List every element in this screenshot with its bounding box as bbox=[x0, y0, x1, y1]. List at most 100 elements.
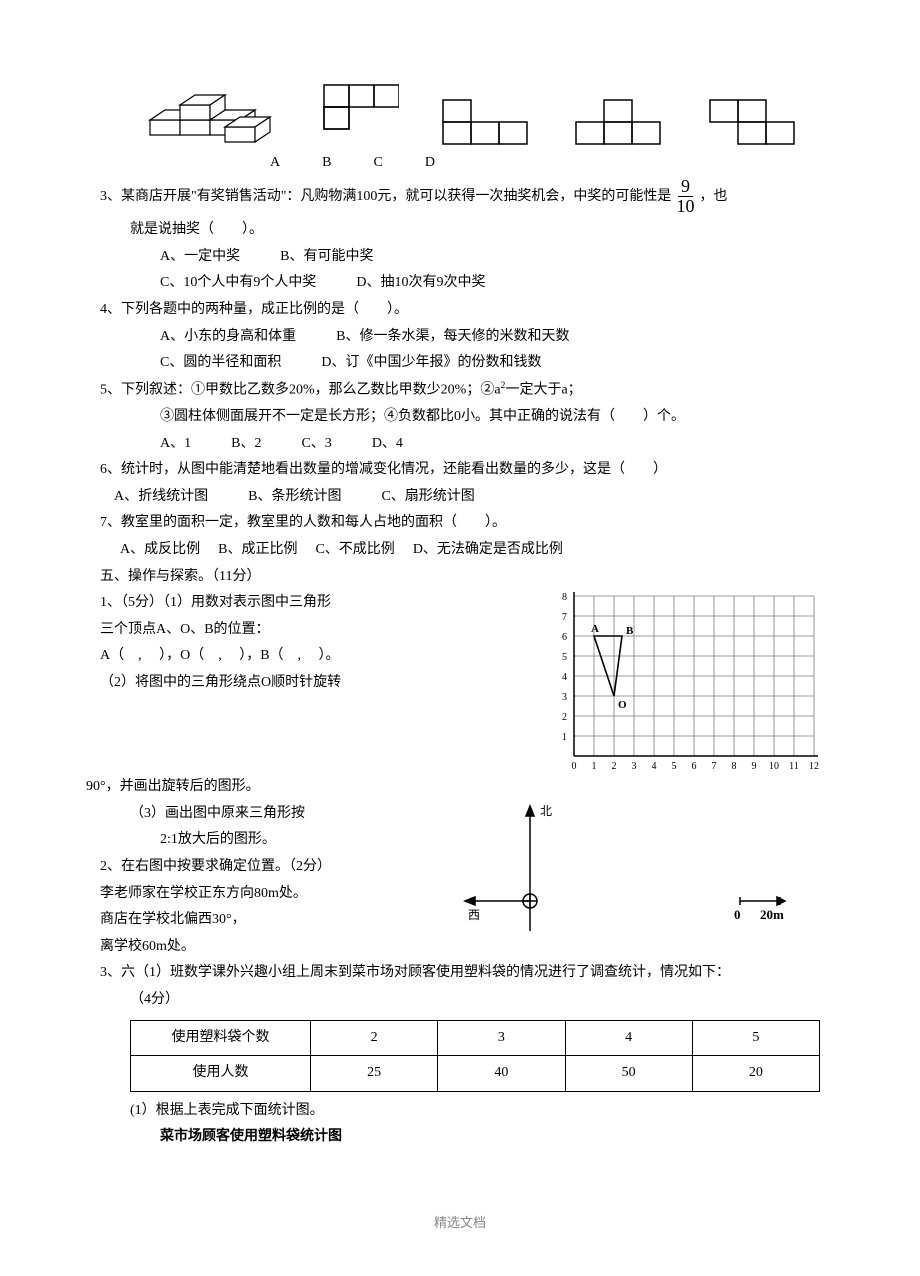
q5-optC: C、3 bbox=[301, 431, 331, 458]
s5q1-l1: 1、（5分）（1）用数对表示图中三角形 bbox=[100, 590, 530, 617]
q6-opts: A、折线统计图 B、条形统计图 C、扇形统计图 bbox=[100, 484, 820, 511]
q7-optB: B、成正比例 bbox=[218, 537, 297, 564]
th-people: 使用人数 bbox=[131, 1056, 311, 1092]
plastic-bag-table: 使用塑料袋个数 2 3 4 5 使用人数 25 40 50 20 bbox=[130, 1020, 820, 1092]
s5q2-l3: 商店在学校北偏西30°， bbox=[100, 907, 460, 934]
svg-text:A: A bbox=[591, 623, 599, 635]
svg-text:8: 8 bbox=[562, 592, 567, 603]
label-d: D bbox=[425, 150, 435, 177]
q6-optB: B、条形统计图 bbox=[248, 484, 341, 511]
svg-text:5: 5 bbox=[562, 652, 567, 663]
q4-optC: C、圆的半径和面积 bbox=[160, 350, 281, 377]
frac-num: 9 bbox=[678, 177, 693, 198]
q3-optC: C、10个人中有9个人中奖 bbox=[160, 270, 316, 297]
cell: 50 bbox=[565, 1056, 692, 1092]
cell: 25 bbox=[311, 1056, 438, 1092]
compass-n-label: 北 bbox=[540, 804, 552, 818]
s5q3-stem: 3、六（1）班数学课外兴趣小组上周末到菜市场对顾客使用塑料袋的情况进行了调查统计… bbox=[100, 960, 820, 987]
svg-text:O: O bbox=[618, 699, 627, 711]
s5q1-l2: 三个顶点A、O、B的位置： bbox=[100, 617, 530, 644]
svg-text:8: 8 bbox=[732, 761, 737, 772]
q3-text-a: 3、某商店开展"有奖销售活动"：凡购物满100元，就可以获得一次抽奖机会，中奖的… bbox=[100, 184, 671, 211]
cell: 40 bbox=[438, 1056, 565, 1092]
cell: 5 bbox=[692, 1020, 819, 1056]
s5q1-l4: （2）将图中的三角形绕点O顺时针旋转 bbox=[100, 670, 530, 697]
th-bags: 使用塑料袋个数 bbox=[131, 1020, 311, 1056]
shape-3d-cubes bbox=[130, 80, 280, 150]
q5-line1b: 一定大于a； bbox=[505, 382, 581, 397]
label-c: C bbox=[373, 150, 382, 177]
svg-text:4: 4 bbox=[652, 761, 657, 772]
svg-text:5: 5 bbox=[672, 761, 677, 772]
s5-q2-text: （3）画出图中原来三角形按 2:1放大后的图形。 2、在右图中按要求确定位置。（… bbox=[100, 801, 460, 961]
shape-net-c bbox=[438, 95, 533, 150]
q6-stem: 6、统计时，从图中能清楚地看出数量的增减变化情况，还能看出数量的多少，这是（ ） bbox=[100, 457, 820, 484]
s5q3-charttitle: 菜市场顾客使用塑料袋统计图 bbox=[100, 1124, 820, 1151]
svg-text:7: 7 bbox=[712, 761, 717, 772]
s5q1-l7: 2:1放大后的图形。 bbox=[100, 827, 460, 854]
svg-text:12: 12 bbox=[809, 761, 819, 772]
scale-zero: 0 bbox=[734, 907, 741, 922]
compass-svg: 北 西 0 20m bbox=[460, 801, 820, 951]
svg-text:9: 9 bbox=[752, 761, 757, 772]
svg-text:4: 4 bbox=[562, 672, 567, 683]
shape-net-d1 bbox=[571, 95, 666, 150]
q6: 6、统计时，从图中能清楚地看出数量的增减变化情况，还能看出数量的多少，这是（ ）… bbox=[100, 457, 820, 510]
table-row: 使用人数 25 40 50 20 bbox=[131, 1056, 820, 1092]
q3-opts-row1: A、一定中奖 B、有可能中奖 bbox=[100, 244, 820, 271]
s5-q2-wrap: （3）画出图中原来三角形按 2:1放大后的图形。 2、在右图中按要求确定位置。（… bbox=[100, 801, 820, 961]
q4-optD: D、订《中国少年报》的份数和钱数 bbox=[321, 350, 541, 377]
svg-text:0: 0 bbox=[572, 761, 577, 772]
q7: 7、教室里的面积一定，教室里的人数和每人占地的面积（ ）。 A、成反比例 B、成… bbox=[100, 510, 820, 563]
q6-optC: C、扇形统计图 bbox=[381, 484, 474, 511]
s5q2-l2: 李老师家在学校正东方向80m处。 bbox=[100, 881, 460, 908]
cell: 2 bbox=[311, 1020, 438, 1056]
s5q3-sub1: (1）根据上表完成下面统计图。 bbox=[100, 1098, 820, 1125]
s5q2-l1: 2、在右图中按要求确定位置。（2分） bbox=[100, 854, 460, 881]
q7-optC: C、不成比例 bbox=[315, 537, 394, 564]
cell: 20 bbox=[692, 1056, 819, 1092]
q5-line1a: 5、下列叙述：①甲数比乙数多20%，那么乙数比甲数少20%；②a bbox=[100, 382, 501, 397]
frac-den: 10 bbox=[673, 197, 697, 217]
q4-optB: B、修一条水渠，每天修的米数和天数 bbox=[336, 324, 569, 351]
svg-text:1: 1 bbox=[592, 761, 597, 772]
q3-opts-row2: C、10个人中有9个人中奖 D、抽10次有9次中奖 bbox=[100, 270, 820, 297]
label-a: A bbox=[270, 150, 280, 177]
triangle-grid-chart: 012345678910111212345678ABO bbox=[550, 590, 820, 774]
q4-opts1: A、小东的身高和体重 B、修一条水渠，每天修的米数和天数 bbox=[100, 324, 820, 351]
q5-line1: 5、下列叙述：①甲数比乙数多20%，那么乙数比甲数少20%；②a2一定大于a； bbox=[100, 377, 820, 404]
svg-text:B: B bbox=[626, 625, 634, 637]
shape-net-b bbox=[319, 80, 399, 150]
svg-text:2: 2 bbox=[612, 761, 617, 772]
svg-text:7: 7 bbox=[562, 612, 567, 623]
s5q1-l3: A（ , ），O（ , ），B（ , ）。 bbox=[100, 643, 530, 670]
q5-line2: ③圆柱体侧面展开不一定是长方形；④负数都比0小。其中正确的说法有（ ）个。 bbox=[100, 404, 820, 431]
diagram-labels-row: A B C D bbox=[100, 150, 820, 177]
q5-opts: A、1 B、2 C、3 D、4 bbox=[100, 431, 820, 458]
s5q2-l4: 离学校60m处。 bbox=[100, 934, 460, 961]
s5-q1-grid: 012345678910111212345678ABO bbox=[550, 590, 820, 774]
q3-optB: B、有可能中奖 bbox=[280, 244, 373, 271]
compass-diagram: 北 西 0 20m bbox=[460, 801, 820, 951]
s5-q1-wrap: 1、（5分）（1）用数对表示图中三角形 三个顶点A、O、B的位置： A（ , ）… bbox=[100, 590, 820, 774]
shape-net-extra bbox=[705, 95, 800, 150]
svg-text:1: 1 bbox=[562, 732, 567, 743]
compass-w-label: 西 bbox=[468, 908, 480, 922]
q3-text-b: ，也 bbox=[699, 184, 727, 211]
page-footer: 精选文档 bbox=[100, 1211, 820, 1236]
q7-optD: D、无法确定是否成比例 bbox=[413, 537, 563, 564]
svg-text:11: 11 bbox=[789, 761, 799, 772]
table-row: 使用塑料袋个数 2 3 4 5 bbox=[131, 1020, 820, 1056]
s5q1-l6: （3）画出图中原来三角形按 bbox=[100, 801, 460, 828]
q4-stem: 4、下列各题中的两种量，成正比例的是（ ）。 bbox=[100, 297, 820, 324]
top-shapes-row bbox=[100, 80, 820, 150]
s5q1-l5: 90°，并画出旋转后的图形。 bbox=[86, 774, 820, 801]
q3-optA: A、一定中奖 bbox=[160, 244, 240, 271]
q4-optA: A、小东的身高和体重 bbox=[160, 324, 296, 351]
q3: 3、某商店开展"有奖销售活动"：凡购物满100元，就可以获得一次抽奖机会，中奖的… bbox=[100, 177, 820, 297]
svg-text:2: 2 bbox=[562, 712, 567, 723]
svg-text:6: 6 bbox=[692, 761, 697, 772]
q5-optD: D、4 bbox=[372, 431, 403, 458]
section5-title: 五、操作与探索。（11分） bbox=[100, 564, 820, 591]
svg-text:6: 6 bbox=[562, 632, 567, 643]
